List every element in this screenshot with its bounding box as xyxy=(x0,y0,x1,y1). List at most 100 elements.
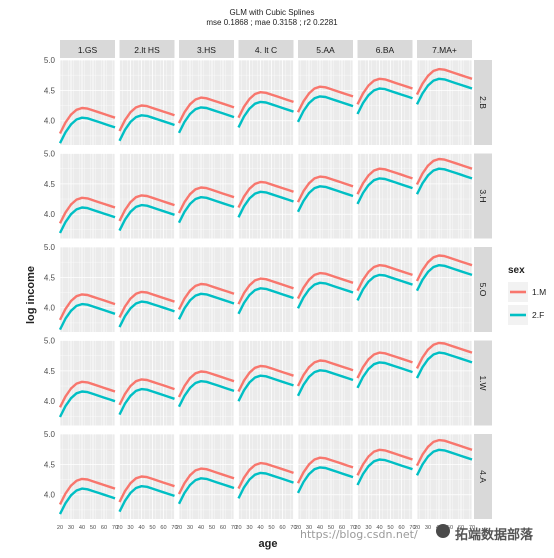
x-tick-label: 70 xyxy=(231,525,237,531)
series-line-female xyxy=(177,477,235,505)
legend-title: sex xyxy=(508,265,525,276)
x-tick-label: 40 xyxy=(138,525,144,531)
series-line-male xyxy=(58,106,116,135)
facet-col-label: 2.lt HS xyxy=(134,45,160,55)
series-line-male xyxy=(415,157,473,186)
facet-panel xyxy=(417,340,472,426)
facet-panel xyxy=(60,153,115,239)
facet-panel xyxy=(60,60,115,145)
y-axis-title: log income xyxy=(25,266,37,324)
facet-panel xyxy=(119,340,175,426)
series-line-male xyxy=(237,277,294,305)
facet-panel xyxy=(417,60,472,145)
series-line-male xyxy=(118,104,175,132)
series-line-male xyxy=(356,264,413,292)
watermark-brand: 拓端数据部落 xyxy=(455,528,534,543)
series-line-female xyxy=(296,369,354,397)
series-line-female xyxy=(177,380,235,408)
series-line-female xyxy=(237,374,294,402)
facet-col-label: 1.GS xyxy=(78,45,98,55)
y-tick-label: 4.5 xyxy=(44,273,56,282)
series-line-male xyxy=(118,194,175,222)
series-line-male xyxy=(296,85,354,113)
y-tick-label: 5.0 xyxy=(44,337,56,346)
y-tick-label: 4.0 xyxy=(44,304,56,313)
y-tick-label: 5.0 xyxy=(44,430,56,439)
series-line-female xyxy=(177,195,235,224)
x-tick-label: 60 xyxy=(458,525,464,531)
series-line-female xyxy=(237,287,294,315)
x-tick-label: 20 xyxy=(414,525,420,531)
series-line-male xyxy=(356,167,413,195)
x-axis-title: age xyxy=(259,538,278,550)
facet-col-label: 5.AA xyxy=(316,45,335,55)
legend: sex 1.M 2.F xyxy=(508,265,546,325)
x-tick-label: 20 xyxy=(57,525,63,531)
wechat-logo-icon xyxy=(436,524,450,538)
facet-panel xyxy=(357,153,413,239)
series-line-female xyxy=(415,448,473,476)
x-tick-label: 70 xyxy=(469,525,475,531)
x-tick-label: 60 xyxy=(398,525,404,531)
series-line-female xyxy=(118,114,175,142)
x-tick-label: 60 xyxy=(279,525,285,531)
facet-panel xyxy=(238,153,294,239)
facet-grid: 1.GS 2.lt HS 3.HS 4. lt C 5.AA 6.BA 7.MA+ 2.B 4.… xyxy=(44,40,492,531)
facet-col-label: 7.MA+ xyxy=(432,45,457,55)
x-tick-label: 40 xyxy=(79,525,85,531)
x-tick-label: 30 xyxy=(246,525,252,531)
facet-col-strip xyxy=(179,40,234,58)
x-tick-label: 20 xyxy=(176,525,182,531)
facet-row-label: 3.H xyxy=(478,189,488,202)
x-tick-label: 70 xyxy=(171,525,177,531)
x-tick-label: 70 xyxy=(112,525,118,531)
y-tick-label: 5.0 xyxy=(44,150,56,159)
facet-panel xyxy=(60,247,115,332)
series-line-female xyxy=(415,351,473,379)
series-line-male xyxy=(177,282,235,311)
y-tick-label: 4.5 xyxy=(44,86,56,95)
series-line-male xyxy=(237,364,294,393)
series-line-male xyxy=(58,196,116,224)
series-line-female xyxy=(356,458,413,486)
series-line-female xyxy=(356,273,413,301)
series-line-female xyxy=(296,95,354,123)
series-line-female xyxy=(415,167,473,195)
x-tick-label: 30 xyxy=(425,525,431,531)
x-tick-label: 70 xyxy=(409,525,415,531)
series-line-female xyxy=(177,292,235,320)
series-line-female xyxy=(237,471,294,499)
x-tick-label: 40 xyxy=(317,525,323,531)
facet-panel xyxy=(298,340,353,426)
facet-panel xyxy=(357,247,413,332)
y-tick-label: 4.0 xyxy=(44,117,56,126)
facet-row-strip xyxy=(474,153,492,239)
chart-title-line1: GLM with Cubic Splines xyxy=(230,8,315,17)
x-tick-label: 70 xyxy=(290,525,296,531)
series-line-male xyxy=(237,90,294,119)
series-line-female xyxy=(296,466,354,494)
series-line-male xyxy=(118,475,175,503)
series-line-male xyxy=(118,378,175,406)
series-line-female xyxy=(58,206,116,234)
facet-col-label: 4. lt C xyxy=(255,45,277,55)
x-tick-label: 40 xyxy=(198,525,204,531)
facet-row-label: 4.A xyxy=(478,470,488,483)
facet-panel xyxy=(357,60,413,145)
series-line-male xyxy=(237,180,294,209)
y-tick-label: 4.0 xyxy=(44,210,56,219)
x-tick-label: 60 xyxy=(101,525,107,531)
x-tick-label: 30 xyxy=(187,525,193,531)
x-tick-label: 30 xyxy=(68,525,74,531)
x-tick-label: 20 xyxy=(235,525,241,531)
series-line-male xyxy=(415,341,473,369)
series-line-male xyxy=(296,359,354,387)
facet-col-strip xyxy=(298,40,353,58)
series-line-male xyxy=(415,438,473,467)
x-tick-label: 20 xyxy=(354,525,360,531)
series-line-male xyxy=(177,186,235,214)
x-tick-label: 40 xyxy=(376,525,382,531)
series-line-male xyxy=(356,351,413,379)
facet-row-label: 1.W xyxy=(478,375,488,390)
